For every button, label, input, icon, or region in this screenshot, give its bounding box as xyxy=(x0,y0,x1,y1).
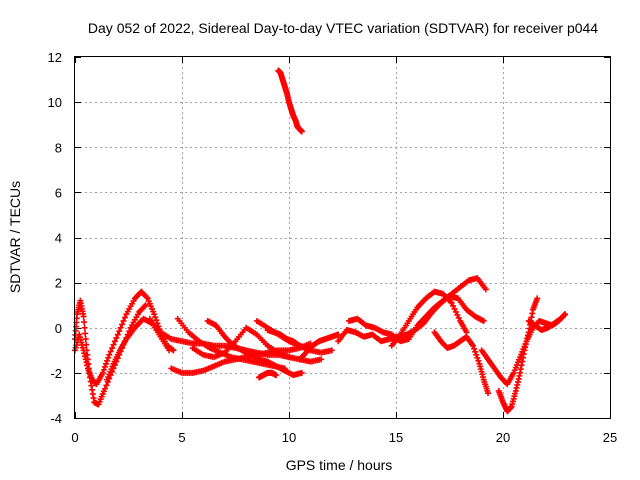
data-point xyxy=(100,366,107,373)
data-point xyxy=(455,314,462,321)
data-point xyxy=(113,334,120,341)
data-point xyxy=(106,351,113,358)
plot-frame xyxy=(74,56,611,419)
series-track-late-4 xyxy=(431,329,492,397)
series-track-mid-5 xyxy=(204,317,305,379)
data-point xyxy=(142,302,149,309)
data-point xyxy=(141,303,148,310)
data-point xyxy=(450,302,457,309)
data-point xyxy=(472,348,479,355)
y-tick-label: -2 xyxy=(50,366,62,381)
data-point xyxy=(82,336,89,343)
data-point xyxy=(451,305,458,312)
data-point xyxy=(482,286,489,293)
series-track-mid-8 xyxy=(296,331,342,363)
data-point xyxy=(99,369,106,376)
data-point xyxy=(121,314,128,321)
data-point xyxy=(143,294,150,301)
data-point xyxy=(116,328,123,335)
series-track-short xyxy=(256,369,280,381)
points-layer xyxy=(72,67,569,415)
data-point xyxy=(454,311,461,318)
data-point xyxy=(103,360,110,367)
data-point xyxy=(101,385,108,392)
series-track-mid-7 xyxy=(264,327,310,352)
x-tick-label: 15 xyxy=(389,430,403,445)
data-point xyxy=(151,311,158,318)
data-point xyxy=(114,331,121,338)
data-point xyxy=(298,128,305,135)
data-point xyxy=(82,330,89,337)
x-tick-label: 20 xyxy=(496,430,510,445)
data-point xyxy=(474,354,481,361)
chart-title: Day 052 of 2022, Sidereal Day-to-day VTE… xyxy=(88,20,598,36)
y-tick-label: 12 xyxy=(48,50,62,65)
data-point xyxy=(562,311,569,318)
data-point xyxy=(448,299,455,306)
data-point xyxy=(80,313,87,320)
data-point xyxy=(480,317,487,324)
data-point xyxy=(452,308,459,315)
data-point xyxy=(470,342,477,349)
data-point xyxy=(120,317,127,324)
data-point xyxy=(485,390,492,397)
data-point xyxy=(166,347,173,354)
series-track-late-6 xyxy=(495,295,541,415)
data-point xyxy=(328,347,335,354)
x-tick-label: 10 xyxy=(282,430,296,445)
data-point xyxy=(534,295,541,302)
data-point xyxy=(471,345,478,352)
series-track-late-2 xyxy=(345,275,489,345)
data-point xyxy=(81,324,88,331)
data-point xyxy=(105,354,112,361)
data-point xyxy=(119,321,126,328)
data-point xyxy=(107,348,114,355)
data-point xyxy=(273,372,280,379)
y-tick-label: 2 xyxy=(55,276,62,291)
data-point xyxy=(103,382,110,389)
data-point xyxy=(335,331,342,338)
data-point xyxy=(298,369,305,376)
data-point xyxy=(109,345,116,352)
y-tick-label: 10 xyxy=(48,95,62,110)
data-point xyxy=(83,341,90,348)
series-track-high xyxy=(275,67,305,135)
y-tick-label: 6 xyxy=(55,185,62,200)
x-axis-label: GPS time / hours xyxy=(286,457,393,473)
data-point xyxy=(111,338,118,345)
series-track-late-7 xyxy=(525,311,569,334)
data-point xyxy=(81,319,88,326)
y-axis-label: SDTVAR / TECUs xyxy=(7,181,23,293)
data-point xyxy=(104,357,111,364)
y-tick-label: 4 xyxy=(55,231,62,246)
y-tick-label: 8 xyxy=(55,140,62,155)
y-tick-label: -4 xyxy=(50,411,62,426)
data-point xyxy=(110,341,117,348)
x-tick-label: 5 xyxy=(178,430,185,445)
data-point xyxy=(473,351,480,358)
data-point xyxy=(318,356,325,363)
y-tick-label: 0 xyxy=(55,321,62,336)
data-point xyxy=(152,314,159,321)
x-tick-label: 25 xyxy=(603,430,617,445)
x-tick-label: 0 xyxy=(71,430,78,445)
data-point xyxy=(117,324,124,331)
data-point xyxy=(475,357,482,364)
data-point xyxy=(101,363,108,370)
